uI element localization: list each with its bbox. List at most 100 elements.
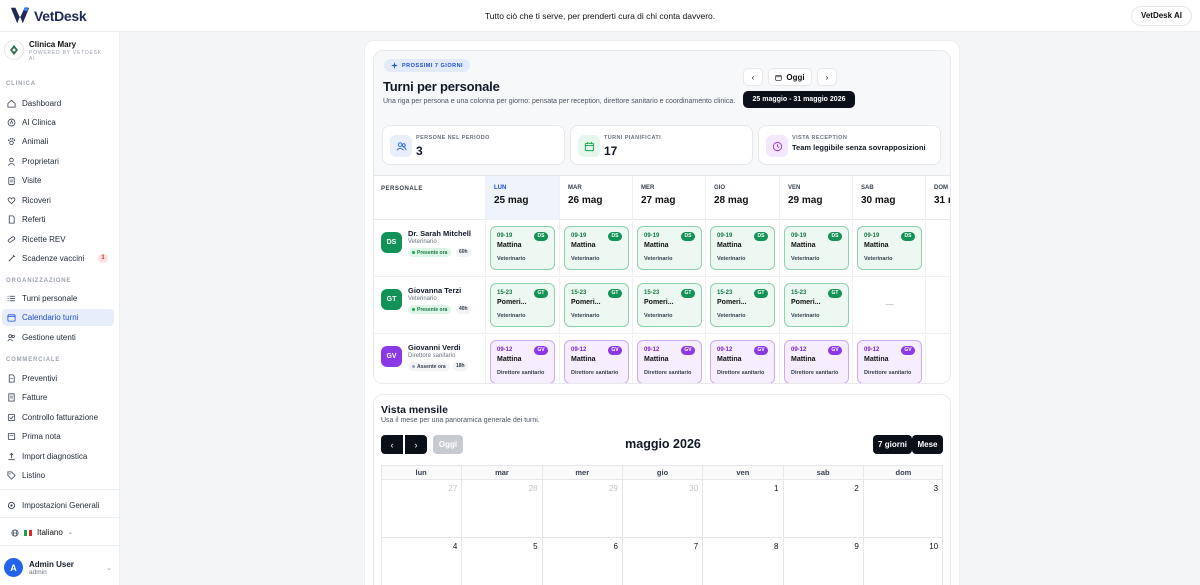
staff-schedule-grid: PERSONALE LUN 25 mag MAR 26 mag MER 27 mag GIO… bbox=[374, 175, 950, 383]
calendar-day-cell[interactable]: 9 bbox=[782, 538, 863, 585]
stat-label: VISTA RECEPTION bbox=[792, 135, 848, 141]
shift-card[interactable]: 09-12 Mattina Direttore sanitario GV bbox=[857, 340, 922, 383]
shift-card[interactable]: 15-23 Pomeri... Veterinario GT bbox=[637, 283, 702, 327]
sidebar-item-preventivi[interactable]: Preventivi bbox=[2, 370, 114, 387]
next-month-button[interactable]: › bbox=[405, 435, 427, 454]
sidebar-item-prima-nota[interactable]: Prima nota bbox=[2, 428, 114, 445]
shift-card[interactable]: 09-19 Mattina Veterinario DS bbox=[637, 226, 702, 270]
view-7-days-button[interactable]: 7 giorni bbox=[873, 435, 912, 454]
sidebar-item-scadenze-vaccini[interactable]: Scadenze vaccini 1 bbox=[2, 250, 114, 267]
calendar-day-cell[interactable]: 29 bbox=[541, 480, 622, 538]
sidebar-item-proprietari[interactable]: Proprietari bbox=[2, 153, 114, 170]
calendar-day-cell[interactable]: 10 bbox=[862, 538, 944, 585]
shift-card[interactable]: 09-19 Mattina Veterinario DS bbox=[564, 226, 629, 270]
shift-time: 09-12 bbox=[864, 347, 880, 353]
calendar-day-cell[interactable]: 4 bbox=[381, 538, 461, 585]
status-badge: Presente ora bbox=[408, 305, 452, 314]
day-date: 29 mag bbox=[788, 195, 823, 206]
sidebar-item-gestione-utenti[interactable]: Gestione utenti bbox=[2, 329, 114, 346]
shift-initials: DS bbox=[681, 232, 695, 241]
weekday-label: dom bbox=[862, 466, 943, 479]
prev-month-button[interactable]: ‹ bbox=[381, 435, 403, 454]
day-number: 28 bbox=[528, 484, 538, 493]
shift-time: 15-23 bbox=[717, 290, 733, 296]
sidebar-item-label: Animali bbox=[22, 137, 49, 146]
shift-card[interactable]: 09-12 Mattina Direttore sanitario GV bbox=[784, 340, 849, 383]
day-name: MAR bbox=[568, 185, 582, 191]
brand-logo[interactable]: VetDesk bbox=[9, 5, 87, 27]
notification-badge: 1 bbox=[98, 254, 108, 263]
staff-name: Dr. Sarah Mitchell bbox=[408, 229, 471, 238]
view-month-button[interactable]: Mese bbox=[912, 435, 943, 454]
empty-shift[interactable]: — bbox=[885, 300, 894, 309]
shift-card[interactable]: 15-23 Pomeri... Veterinario GT bbox=[490, 283, 555, 327]
today-button[interactable]: Oggi bbox=[768, 68, 812, 86]
shift-card[interactable]: 09-12 Mattina Direttore sanitario GV bbox=[710, 340, 775, 383]
sidebar-item-fatture[interactable]: Fatture bbox=[2, 389, 114, 406]
shift-card[interactable]: 09-12 Mattina Direttore sanitario GV bbox=[564, 340, 629, 383]
calendar-day-cell[interactable]: 30 bbox=[621, 480, 703, 538]
day-column-header: VEN 29 mag bbox=[779, 176, 853, 220]
shift-name: Mattina bbox=[717, 242, 742, 249]
calendar-day-cell[interactable]: 6 bbox=[541, 538, 622, 585]
sidebar-item-controllo-fatturazione[interactable]: Controllo fatturazione bbox=[2, 409, 114, 426]
list-icon bbox=[7, 295, 16, 302]
column-divider bbox=[559, 278, 560, 334]
calendar-day-cell[interactable]: 8 bbox=[702, 538, 782, 585]
clinic-header[interactable]: Clinica Mary POWERED BY VETDESK AI bbox=[4, 40, 109, 62]
sidebar-item-label: Dashboard bbox=[22, 99, 62, 108]
column-divider bbox=[779, 278, 780, 334]
sidebar-item-listino[interactable]: Listino bbox=[2, 467, 114, 484]
today-button-disabled[interactable]: Oggi bbox=[433, 435, 463, 454]
staff-role: Veterinario bbox=[408, 296, 437, 302]
sidebar-item-ricoveri[interactable]: Ricoveri bbox=[2, 192, 114, 209]
sidebar-item-import-diagnostica[interactable]: Import diagnostica bbox=[2, 448, 114, 465]
calendar-day-cell[interactable]: 7 bbox=[621, 538, 702, 585]
calendar-day-cell[interactable]: 27 bbox=[381, 480, 462, 538]
vetdesk-logo-icon bbox=[10, 7, 30, 24]
sidebar-item-visite[interactable]: Visite bbox=[2, 172, 114, 189]
shift-initials: GV bbox=[901, 346, 915, 355]
shift-card[interactable]: 15-23 Pomeri... Veterinario GT bbox=[710, 283, 775, 327]
sidebar-divider bbox=[0, 489, 120, 490]
shift-card[interactable]: 09-19 Mattina Veterinario DS bbox=[857, 226, 922, 270]
calendar-day-cell[interactable]: 5 bbox=[461, 538, 541, 585]
shift-time: 09-12 bbox=[791, 347, 807, 353]
day-number: 10 bbox=[929, 542, 939, 551]
stat-value: 17 bbox=[604, 144, 618, 158]
sidebar-item-animali[interactable]: Animali bbox=[2, 133, 114, 150]
sidebar-item-dashboard[interactable]: Dashboard bbox=[2, 95, 114, 112]
prev-week-button[interactable]: ‹ bbox=[743, 68, 763, 86]
calendar-day-cell[interactable]: 2 bbox=[782, 480, 863, 538]
shift-card[interactable]: 09-19 Mattina Veterinario DS bbox=[784, 226, 849, 270]
calendar-day-cell[interactable]: 1 bbox=[702, 480, 783, 538]
sidebar-item-calendario-turni[interactable]: Calendario turni bbox=[2, 309, 114, 326]
shift-role: Veterinario bbox=[571, 256, 600, 262]
user-menu[interactable]: A Admin User admin ⌄ bbox=[4, 558, 116, 577]
next-week-button[interactable]: › bbox=[817, 68, 837, 86]
sidebar-item-settings[interactable]: Impostazioni Generali bbox=[2, 497, 114, 514]
calendar-day-cell[interactable]: 3 bbox=[862, 480, 944, 538]
language-selector[interactable]: Italiano ⌄ bbox=[11, 528, 73, 537]
shift-card[interactable]: 15-23 Pomeri... Veterinario GT bbox=[564, 283, 629, 327]
shift-card[interactable]: 09-19 Mattina Veterinario DS bbox=[490, 226, 555, 270]
section-commerciale: COMMERCIALE bbox=[6, 357, 61, 363]
vetdesk-ai-button[interactable]: VetDesk AI bbox=[1130, 6, 1192, 26]
day-number: 3 bbox=[933, 484, 939, 493]
shift-time: 09-12 bbox=[717, 347, 733, 353]
globe-icon bbox=[11, 528, 19, 537]
calendar-day-cell[interactable]: 28 bbox=[461, 480, 542, 538]
day-name: GIO bbox=[714, 185, 726, 191]
sidebar-item-ricette-rev[interactable]: Ricette REV bbox=[2, 231, 114, 248]
section-subtitle: Usa il mese per una panoramica generale … bbox=[381, 417, 540, 424]
shift-card[interactable]: 15-23 Pomeri... Veterinario GT bbox=[784, 283, 849, 327]
sidebar-item-referti[interactable]: Referti bbox=[2, 211, 114, 228]
shift-time: 09-19 bbox=[717, 233, 733, 239]
shift-initials: GV bbox=[534, 346, 548, 355]
shift-card[interactable]: 09-19 Mattina Veterinario DS bbox=[710, 226, 775, 270]
section-organizzazione: ORGANIZZAZIONE bbox=[6, 278, 72, 284]
sidebar-item-ai-clinica[interactable]: AI Clinica bbox=[2, 114, 114, 131]
shift-card[interactable]: 09-12 Mattina Direttore sanitario GV bbox=[637, 340, 702, 383]
shift-card[interactable]: 09-12 Mattina Direttore sanitario GV bbox=[490, 340, 555, 383]
sidebar-item-turni-personale[interactable]: Turni personale bbox=[2, 290, 114, 307]
